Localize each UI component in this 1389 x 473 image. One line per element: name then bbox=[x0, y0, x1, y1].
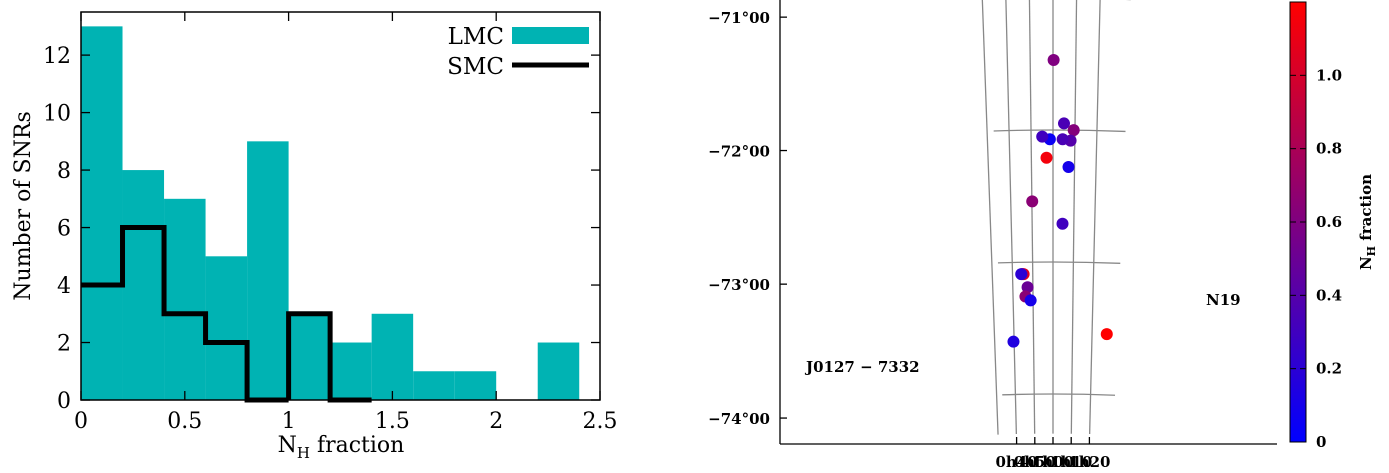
histogram-y-axis-label: Number of SNRs bbox=[11, 111, 36, 300]
ra-grid-line bbox=[1070, 0, 1078, 434]
lmc-bar bbox=[288, 313, 331, 400]
histogram-panel: 0 0.5 1 1.5 2 2.5 0 2 4 6 8 10 12 LMC SMC Number of… bbox=[11, 11, 618, 462]
map-dec-ticks: −71°00 −72°00 −73°00 −74°00 bbox=[708, 9, 787, 428]
dec-grid-arc bbox=[997, 261, 1121, 264]
lmc-bar bbox=[330, 342, 372, 400]
ra-grid-line bbox=[1028, 0, 1036, 434]
snr-point bbox=[1067, 124, 1080, 137]
lmc-bar bbox=[537, 342, 580, 400]
ra-tick-label: 1h00 bbox=[1032, 453, 1074, 468]
colorbar-tick-label: 0 bbox=[1316, 433, 1326, 451]
snr-point bbox=[1100, 328, 1113, 341]
ra-grid-line bbox=[981, 0, 999, 435]
snr-point bbox=[1015, 268, 1028, 281]
snr-point bbox=[1056, 217, 1069, 230]
dec-tick-label: −72°00 bbox=[708, 143, 770, 161]
lmc-bar bbox=[247, 141, 289, 401]
snr-point bbox=[1026, 195, 1039, 208]
colorbar-tick-label: 0.8 bbox=[1316, 140, 1342, 158]
annotation-n19: N19 bbox=[1206, 291, 1241, 309]
snr-point bbox=[1036, 130, 1049, 143]
lmc-bar bbox=[205, 256, 248, 400]
y-tick-label: 0 bbox=[57, 389, 71, 414]
lmc-bar bbox=[454, 371, 497, 400]
dec-grid-arc bbox=[993, 129, 1126, 133]
y-tick-label: 6 bbox=[57, 217, 71, 242]
histogram-x-axis-label: NH fraction bbox=[278, 433, 405, 462]
ra-tick-label: 0h40 bbox=[995, 453, 1037, 468]
lmc-bars bbox=[81, 26, 580, 401]
colorbar-tick-label: 0.6 bbox=[1316, 213, 1342, 231]
snr-point bbox=[1040, 151, 1053, 164]
y-tick-label: 4 bbox=[57, 274, 71, 299]
legend-label-smc: SMC bbox=[447, 54, 504, 80]
ra-tick-label: 0h50 bbox=[1014, 453, 1056, 468]
colorbar: 0 0.2 0.4 0.6 0.8 1.0 NH fraction bbox=[1289, 1, 1378, 451]
x-tick-label: 0.5 bbox=[167, 409, 202, 434]
annotation-j0127: J0127 − 7332 bbox=[804, 358, 920, 376]
legend: LMC SMC bbox=[447, 24, 589, 80]
x-tick-label: 2 bbox=[489, 409, 503, 434]
lmc-bar bbox=[371, 313, 414, 400]
colorbar-label: NH fraction bbox=[1357, 174, 1378, 270]
snr-point bbox=[1047, 54, 1060, 67]
legend-swatch-lmc bbox=[512, 27, 589, 44]
colorbar-ticks: 0 0.2 0.4 0.6 0.8 1.0 bbox=[1290, 66, 1342, 451]
histogram-y-ticks: 0 2 4 6 8 10 12 bbox=[43, 44, 600, 414]
dec-tick-label: −71°00 bbox=[708, 9, 770, 27]
ra-tick-label: 1h20 bbox=[1068, 453, 1110, 468]
snr-point bbox=[1024, 294, 1037, 307]
dec-grid-arc bbox=[1002, 393, 1116, 396]
ra-tick-label: 1h10 bbox=[1050, 453, 1092, 468]
snr-point bbox=[1062, 161, 1075, 174]
snr-point bbox=[1056, 133, 1069, 146]
y-tick-label: 8 bbox=[57, 159, 71, 184]
lmc-bar bbox=[122, 170, 165, 400]
y-tick-label: 2 bbox=[57, 332, 71, 357]
x-tick-label: 2.5 bbox=[583, 409, 618, 434]
x-tick-label: 1.5 bbox=[375, 409, 410, 434]
colorbar-tick-label: 1.0 bbox=[1316, 66, 1342, 84]
sky-map-panel: −71°00 −72°00 −73°00 −74°00 1h201h101h000h5… bbox=[708, 0, 1378, 471]
lmc-bar bbox=[413, 371, 455, 400]
colorbar-tick-label: 0.2 bbox=[1316, 360, 1342, 378]
y-tick-label: 10 bbox=[43, 102, 71, 127]
snr-point bbox=[1007, 335, 1020, 348]
legend-label-lmc: LMC bbox=[448, 24, 504, 50]
snr-point bbox=[1021, 281, 1034, 294]
x-tick-label: 0 bbox=[74, 409, 88, 434]
ra-grid-line bbox=[1088, 0, 1101, 435]
dec-tick-label: −74°00 bbox=[708, 410, 770, 428]
histogram-frame bbox=[80, 11, 601, 401]
y-tick-label: 12 bbox=[43, 44, 71, 69]
dec-tick-label: −73°00 bbox=[708, 276, 770, 294]
colorbar-tick-label: 0.4 bbox=[1316, 286, 1342, 304]
lmc-bar bbox=[81, 26, 123, 401]
snr-point bbox=[1057, 117, 1070, 130]
snr-points bbox=[1007, 54, 1113, 348]
histogram-x-ticks: 0 0.5 1 1.5 2 2.5 bbox=[74, 12, 618, 434]
lmc-bar bbox=[164, 198, 206, 400]
x-tick-label: 1 bbox=[282, 409, 296, 434]
ra-grid-line bbox=[1005, 0, 1018, 435]
